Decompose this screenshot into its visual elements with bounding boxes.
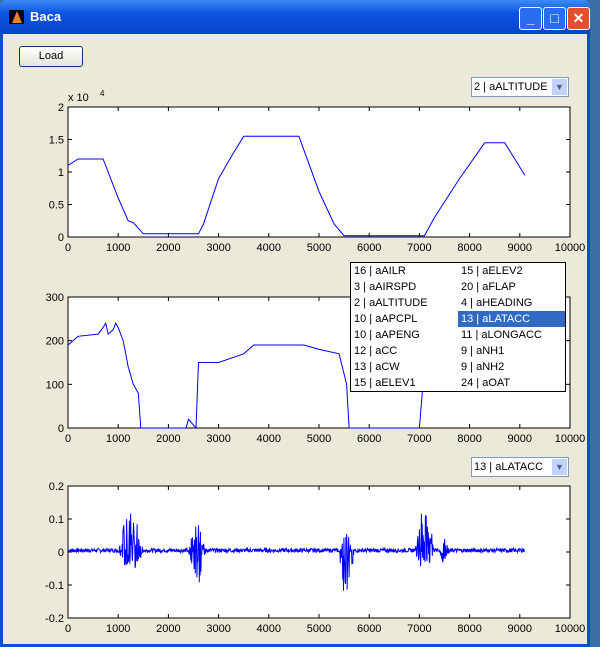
maximize-button[interactable]: □ (543, 7, 566, 30)
load-button[interactable]: Load (19, 46, 83, 67)
y-tick-label: 0.1 (49, 514, 64, 526)
dropdown-option[interactable]: 3 | aAIRSPD (354, 281, 417, 293)
dropdown-option[interactable]: 16 | aAILR (354, 265, 406, 277)
x-tick-label: 5000 (307, 623, 331, 635)
y-tick-label: 0 (58, 423, 64, 435)
y-tick-label: 2 (58, 102, 64, 114)
dropdown-option[interactable]: 2 | aALTITUDE (354, 297, 428, 309)
y-tick-label: -0.1 (45, 580, 64, 592)
matlab-logo-icon (9, 10, 24, 24)
plot-axes-1 (67, 106, 571, 238)
y-tick-label: 100 (46, 379, 64, 391)
x-tick-label: 2000 (156, 623, 180, 635)
x-tick-label: 0 (65, 242, 71, 254)
data-line-3 (67, 513, 525, 591)
x-tick-label: 1000 (106, 433, 130, 445)
chevron-down-icon[interactable]: ▼ (552, 459, 567, 475)
x-tick-label: 7000 (407, 433, 431, 445)
x-tick-label: 4000 (257, 433, 281, 445)
x-tick-label: 1000 (106, 242, 130, 254)
x-tick-label: 6000 (357, 433, 381, 445)
x-tick-label: 3000 (206, 623, 230, 635)
x-tick-label: 10000 (555, 623, 586, 635)
x-tick-label: 3000 (206, 242, 230, 254)
x-tick-label: 3000 (206, 433, 230, 445)
dropdown-option[interactable]: 13 | aLATACC (458, 311, 565, 327)
x-tick-label: 4000 (257, 242, 281, 254)
title-bar: Baca _ □ ✕ (0, 0, 590, 34)
top-select-value: 2 | aALTITUDE (474, 81, 548, 93)
x-tick-label: 9000 (508, 433, 532, 445)
data-line-2 (67, 321, 525, 430)
y-tick-label: 0.5 (49, 200, 64, 212)
dropdown-option[interactable]: 9 | aNH2 (461, 361, 505, 373)
top-signal-select[interactable]: 2 | aALTITUDE ▼ (471, 77, 569, 97)
y-tick-label: 0 (58, 232, 64, 244)
window-title: Baca (30, 9, 62, 24)
x-tick-label: 8000 (457, 242, 481, 254)
dropdown-option[interactable]: 24 | aOAT (461, 377, 511, 389)
y-tick-label: 0.2 (49, 481, 64, 493)
y-tick-label: 1.5 (49, 135, 64, 147)
exponent-label: x 10 (68, 92, 89, 104)
x-tick-label: 2000 (156, 242, 180, 254)
dropdown-option[interactable]: 4 | aHEADING (461, 297, 533, 309)
close-button[interactable]: ✕ (567, 7, 590, 30)
y-tick-label: 300 (46, 292, 64, 304)
y-tick-label: -0.2 (45, 613, 64, 625)
x-tick-label: 1000 (106, 623, 130, 635)
y-tick-label: 1 (58, 167, 64, 179)
dropdown-option[interactable]: 10 | aAPENG (354, 329, 420, 341)
data-line-1 (67, 135, 526, 237)
dropdown-option[interactable]: 15 | aELEV1 (354, 377, 416, 389)
x-tick-label: 6000 (357, 242, 381, 254)
dropdown-option[interactable]: 10 | aAPCPL (354, 313, 418, 325)
x-tick-label: 0 (65, 623, 71, 635)
x-tick-label: 8000 (457, 433, 481, 445)
dropdown-option[interactable]: 11 | aLONGACC (461, 329, 542, 341)
dropdown-option[interactable]: 13 | aCW (354, 361, 400, 373)
x-tick-label: 5000 (307, 433, 331, 445)
dropdown-option[interactable]: 20 | aFLAP (461, 281, 516, 293)
dropdown-option[interactable]: 12 | aCC (354, 345, 398, 357)
x-tick-label: 6000 (357, 623, 381, 635)
x-tick-label: 9000 (508, 242, 532, 254)
exponent-value: 4 (100, 89, 105, 98)
dropdown-option[interactable]: 9 | aNH1 (461, 345, 505, 357)
dropdown-option[interactable]: 15 | aELEV2 (461, 265, 523, 277)
chevron-down-icon[interactable]: ▼ (552, 79, 567, 95)
signal-dropdown-list[interactable]: 16 | aAILR 3 | aAIRSPD 2 | aALTITUDE 10 | a… (350, 262, 566, 392)
x-tick-label: 4000 (257, 623, 281, 635)
minimize-button[interactable]: _ (519, 7, 542, 30)
bottom-select-value: 13 | aLATACC (474, 461, 544, 473)
x-tick-label: 8000 (457, 623, 481, 635)
x-tick-label: 2000 (156, 433, 180, 445)
y-tick-label: 200 (46, 336, 64, 348)
x-tick-label: 10000 (555, 433, 586, 445)
x-tick-label: 10000 (555, 242, 586, 254)
x-tick-label: 7000 (407, 623, 431, 635)
x-tick-label: 0 (65, 433, 71, 445)
x-tick-label: 5000 (307, 242, 331, 254)
x-tick-label: 9000 (508, 623, 532, 635)
x-tick-label: 7000 (407, 242, 431, 254)
bottom-signal-select[interactable]: 13 | aLATACC ▼ (471, 457, 569, 477)
y-tick-label: 0 (58, 547, 64, 559)
